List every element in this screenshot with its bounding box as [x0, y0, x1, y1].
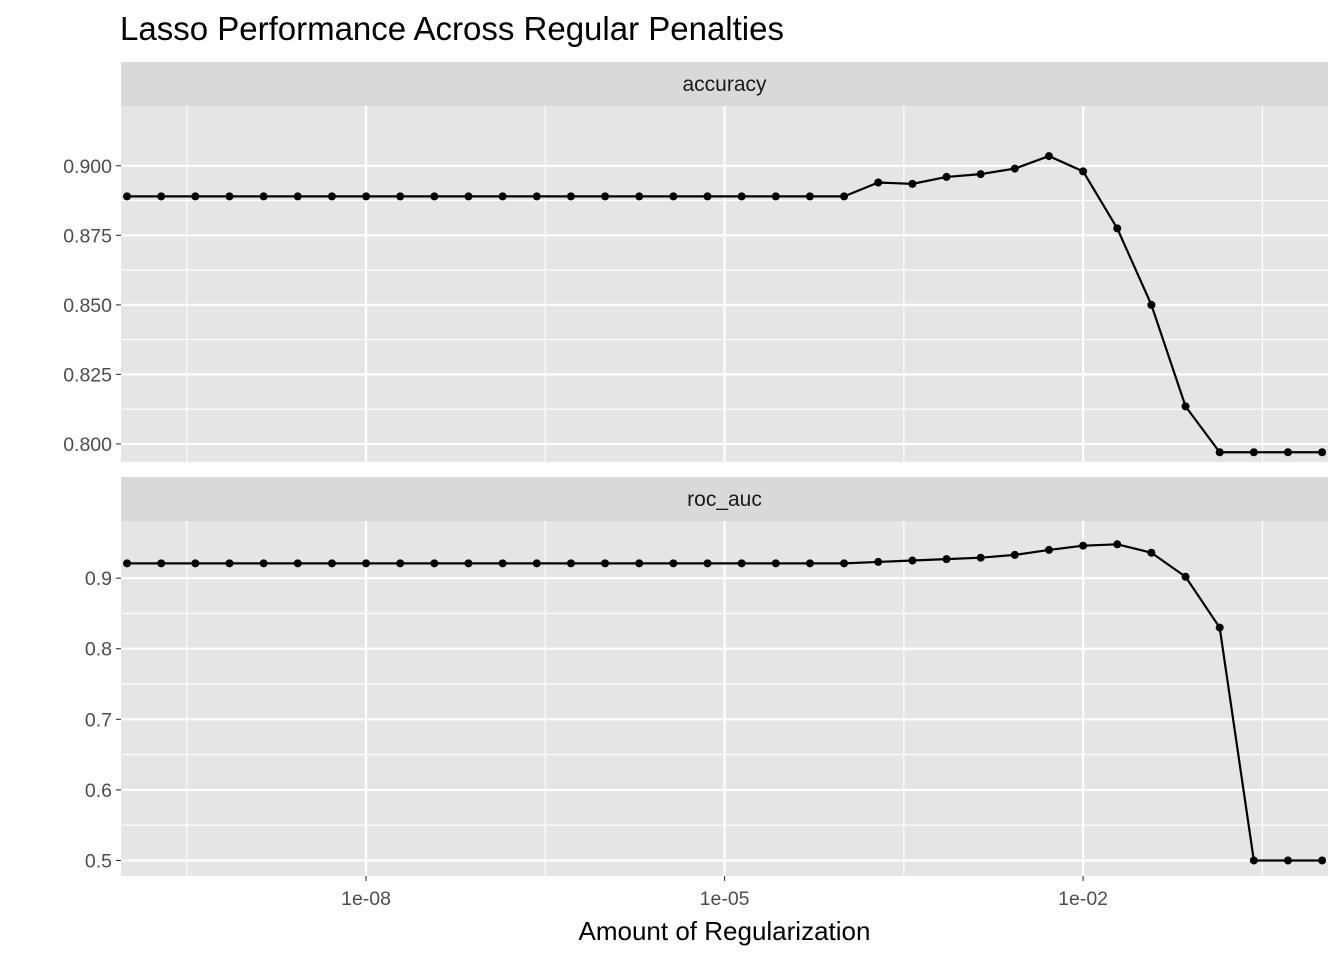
data-point-accuracy	[327, 192, 336, 201]
data-point-accuracy	[225, 192, 234, 201]
data-point-accuracy	[805, 192, 814, 201]
facet-panels: accuracy 0.800 0.825 0.850 0.875 0.900 roc_auc…	[63, 62, 1328, 876]
chart-title: Lasso Performance Across Regular Penalti…	[120, 10, 784, 47]
y-tick-label: 0.850	[63, 295, 112, 317]
data-point-roc_auc	[703, 559, 712, 568]
data-point-accuracy	[669, 192, 678, 201]
y-tick-label: 0.800	[63, 434, 112, 456]
data-point-accuracy	[1283, 448, 1292, 457]
facet-strip-label: accuracy	[682, 73, 767, 96]
data-point-accuracy	[396, 192, 405, 201]
y-tick-label: 0.7	[85, 709, 112, 731]
data-point-roc_auc	[327, 559, 336, 568]
data-point-roc_auc	[566, 559, 575, 568]
data-point-accuracy	[1044, 152, 1053, 161]
data-point-accuracy	[908, 179, 917, 188]
data-point-accuracy	[566, 192, 575, 201]
x-tick-label: 1e-02	[1058, 888, 1108, 910]
data-point-accuracy	[123, 192, 132, 201]
data-point-roc_auc	[464, 559, 473, 568]
data-point-roc_auc	[157, 559, 166, 568]
data-point-accuracy	[601, 192, 610, 201]
data-point-roc_auc	[396, 559, 405, 568]
data-point-roc_auc	[1181, 572, 1190, 581]
y-tick-label: 0.6	[85, 780, 112, 802]
data-point-accuracy	[703, 192, 712, 201]
x-tick-label: 1e-05	[700, 888, 750, 910]
data-point-accuracy	[464, 192, 473, 201]
data-point-accuracy	[1113, 224, 1122, 233]
data-point-accuracy	[635, 192, 644, 201]
x-axis: 1e-08 1e-05 1e-02	[341, 876, 1108, 910]
facet-panel-accuracy: accuracy 0.800 0.825 0.850 0.875 0.900	[63, 62, 1328, 462]
y-tick-label: 0.875	[63, 225, 112, 247]
data-point-roc_auc	[840, 559, 849, 568]
data-point-accuracy	[1147, 300, 1156, 309]
data-point-roc_auc	[1215, 623, 1224, 632]
data-point-roc_auc	[737, 559, 746, 568]
data-point-roc_auc	[942, 555, 951, 564]
data-point-accuracy	[259, 192, 268, 201]
data-point-roc_auc	[362, 559, 371, 568]
data-point-accuracy	[840, 192, 849, 201]
data-point-roc_auc	[908, 556, 917, 565]
data-point-roc_auc	[498, 559, 507, 568]
data-point-roc_auc	[1010, 550, 1019, 559]
y-tick-label: 0.9	[85, 568, 112, 590]
data-point-roc_auc	[293, 559, 302, 568]
data-point-accuracy	[430, 192, 439, 201]
x-axis-title: Amount of Regularization	[579, 916, 871, 946]
data-point-roc_auc	[1113, 540, 1122, 549]
data-point-accuracy	[1181, 402, 1190, 411]
data-point-roc_auc	[669, 559, 678, 568]
data-point-accuracy	[1318, 448, 1327, 457]
data-point-roc_auc	[1079, 541, 1088, 550]
data-point-roc_auc	[430, 559, 439, 568]
y-tick-label: 0.5	[85, 850, 112, 872]
data-point-accuracy	[532, 192, 541, 201]
data-point-roc_auc	[1283, 856, 1292, 865]
data-point-accuracy	[737, 192, 746, 201]
data-point-accuracy	[1079, 167, 1088, 176]
data-point-roc_auc	[225, 559, 234, 568]
data-point-roc_auc	[259, 559, 268, 568]
data-point-roc_auc	[1249, 856, 1258, 865]
data-point-roc_auc	[601, 559, 610, 568]
data-point-accuracy	[771, 192, 780, 201]
facet-strip	[121, 62, 1328, 106]
data-point-roc_auc	[1318, 856, 1327, 865]
data-point-roc_auc	[532, 559, 541, 568]
data-point-accuracy	[157, 192, 166, 201]
data-point-accuracy	[976, 170, 985, 179]
y-tick-label: 0.8	[85, 639, 112, 661]
data-point-accuracy	[1215, 448, 1224, 457]
x-tick-label: 1e-08	[341, 888, 391, 910]
data-point-roc_auc	[635, 559, 644, 568]
data-point-accuracy	[362, 192, 371, 201]
y-tick-label: 0.900	[63, 156, 112, 178]
data-point-accuracy	[1249, 448, 1258, 457]
data-point-roc_auc	[874, 557, 883, 566]
facet-strip-label: roc_auc	[687, 488, 762, 511]
data-point-roc_auc	[771, 559, 780, 568]
data-point-accuracy	[874, 178, 883, 187]
data-point-roc_auc	[1147, 548, 1156, 557]
facet-strip	[121, 477, 1328, 521]
data-point-roc_auc	[976, 553, 985, 562]
data-point-accuracy	[191, 192, 200, 201]
series-line-accuracy	[127, 154, 1323, 454]
data-point-roc_auc	[1044, 545, 1053, 554]
data-point-accuracy	[293, 192, 302, 201]
facet-panel-roc_auc: roc_auc 0.5 0.6 0.7 0.8 0.9	[85, 477, 1328, 876]
data-point-roc_auc	[805, 559, 814, 568]
data-point-roc_auc	[191, 559, 200, 568]
series-line-roc_auc	[127, 543, 1323, 862]
y-tick-label: 0.825	[63, 364, 112, 386]
data-point-roc_auc	[123, 559, 132, 568]
data-point-accuracy	[942, 172, 951, 181]
data-point-accuracy	[498, 192, 507, 201]
data-point-accuracy	[1010, 164, 1019, 173]
